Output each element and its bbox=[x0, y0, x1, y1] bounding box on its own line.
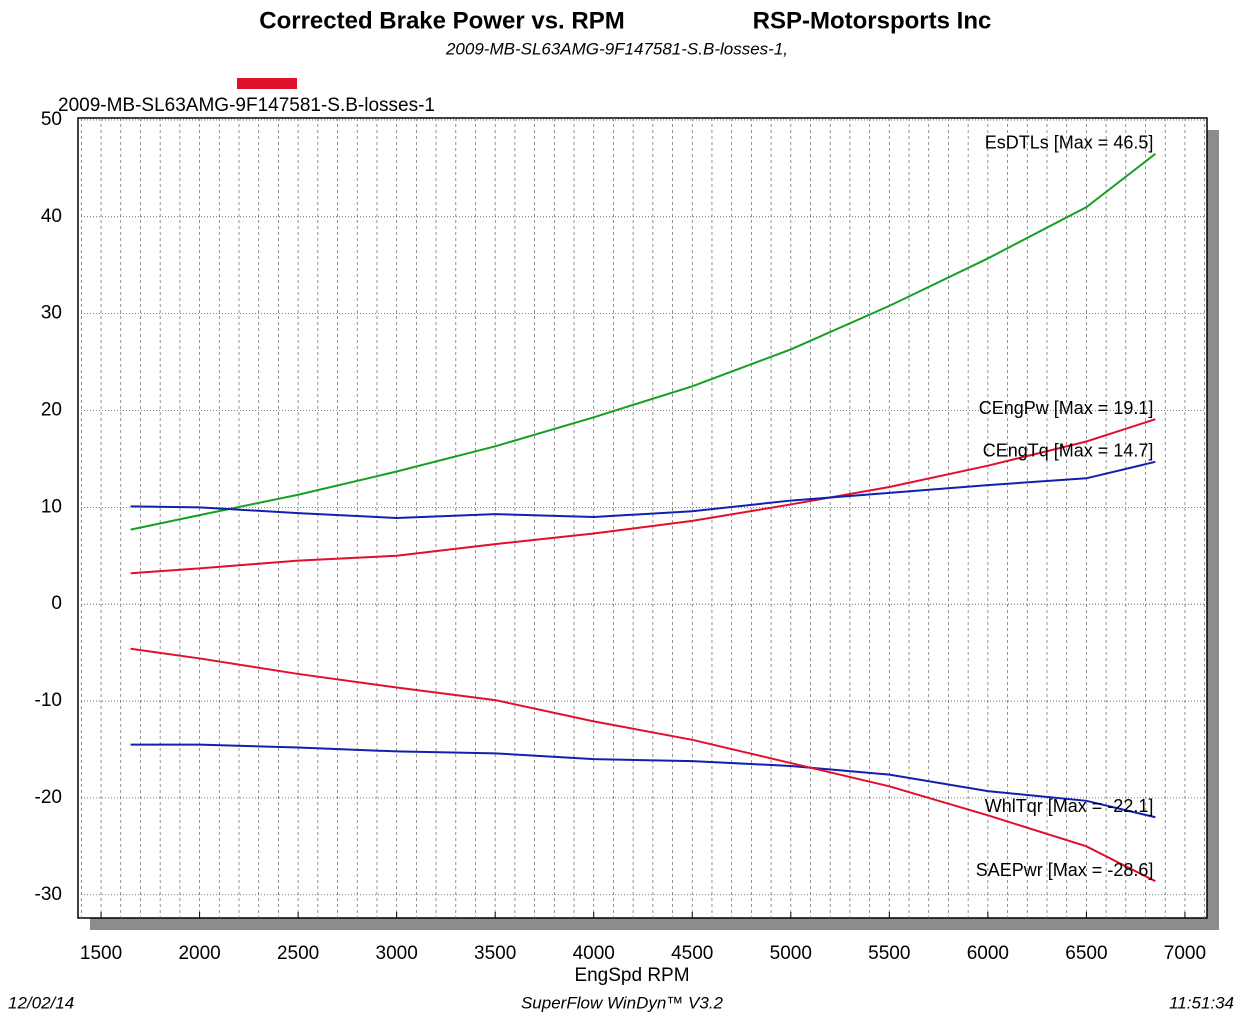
company: RSP-Motorsports Inc bbox=[753, 7, 992, 34]
series-label: WhlTqr [Max = -22.1] bbox=[985, 796, 1154, 816]
y-tick-label: 0 bbox=[51, 593, 62, 614]
y-tick-label: -30 bbox=[35, 884, 62, 905]
data-line bbox=[130, 153, 1156, 531]
x-tick-label: 4000 bbox=[573, 943, 615, 964]
data-line bbox=[130, 647, 1156, 883]
series-label: CEngTq [Max = 14.7] bbox=[983, 441, 1154, 461]
data-line bbox=[130, 460, 1156, 520]
y-tick-label: -20 bbox=[35, 787, 62, 808]
footer-software: SuperFlow WinDyn™ V3.2 bbox=[521, 993, 724, 1012]
x-tick-label: 6000 bbox=[967, 943, 1009, 964]
y-tick-label: 50 bbox=[41, 109, 62, 130]
x-tick-label: 2500 bbox=[277, 943, 319, 964]
plot-area bbox=[77, 117, 1208, 919]
y-tick-label: 30 bbox=[41, 303, 62, 324]
x-tick-label: 1500 bbox=[80, 943, 122, 964]
legend-swatch bbox=[237, 78, 297, 89]
x-tick-label: 3500 bbox=[474, 943, 516, 964]
series-label: EsDTLs [Max = 46.5] bbox=[985, 133, 1154, 153]
x-tick-label: 5500 bbox=[868, 943, 910, 964]
x-axis-label: EngSpd RPM bbox=[574, 965, 689, 986]
subtitle: 2009-MB-SL63AMG-9F147581-S.B-losses-1, bbox=[445, 39, 788, 58]
x-tick-label: 5000 bbox=[770, 943, 812, 964]
x-tick-label: 6500 bbox=[1065, 943, 1107, 964]
x-tick-label: 4500 bbox=[671, 943, 713, 964]
footer-time: 11:51:34 bbox=[1169, 993, 1234, 1012]
y-tick-label: 20 bbox=[41, 400, 62, 421]
x-tick-label: 2000 bbox=[178, 943, 220, 964]
footer-date: 12/02/14 bbox=[8, 993, 74, 1012]
x-tick-label: 3000 bbox=[376, 943, 418, 964]
data-line bbox=[130, 743, 1156, 819]
x-tick-label: 7000 bbox=[1164, 943, 1206, 964]
y-tick-label: 10 bbox=[41, 496, 62, 517]
y-tick-label: 40 bbox=[41, 206, 62, 227]
series-label: CEngPw [Max = 19.1] bbox=[979, 398, 1154, 418]
series-label: SAEPwr [Max = -28.6] bbox=[976, 860, 1154, 880]
legend-label: 2009-MB-SL63AMG-9F147581-S.B-losses-1 bbox=[58, 95, 435, 116]
y-tick-label: -10 bbox=[35, 690, 62, 711]
chart-title: Corrected Brake Power vs. RPM bbox=[259, 7, 624, 34]
data-line bbox=[130, 418, 1156, 575]
